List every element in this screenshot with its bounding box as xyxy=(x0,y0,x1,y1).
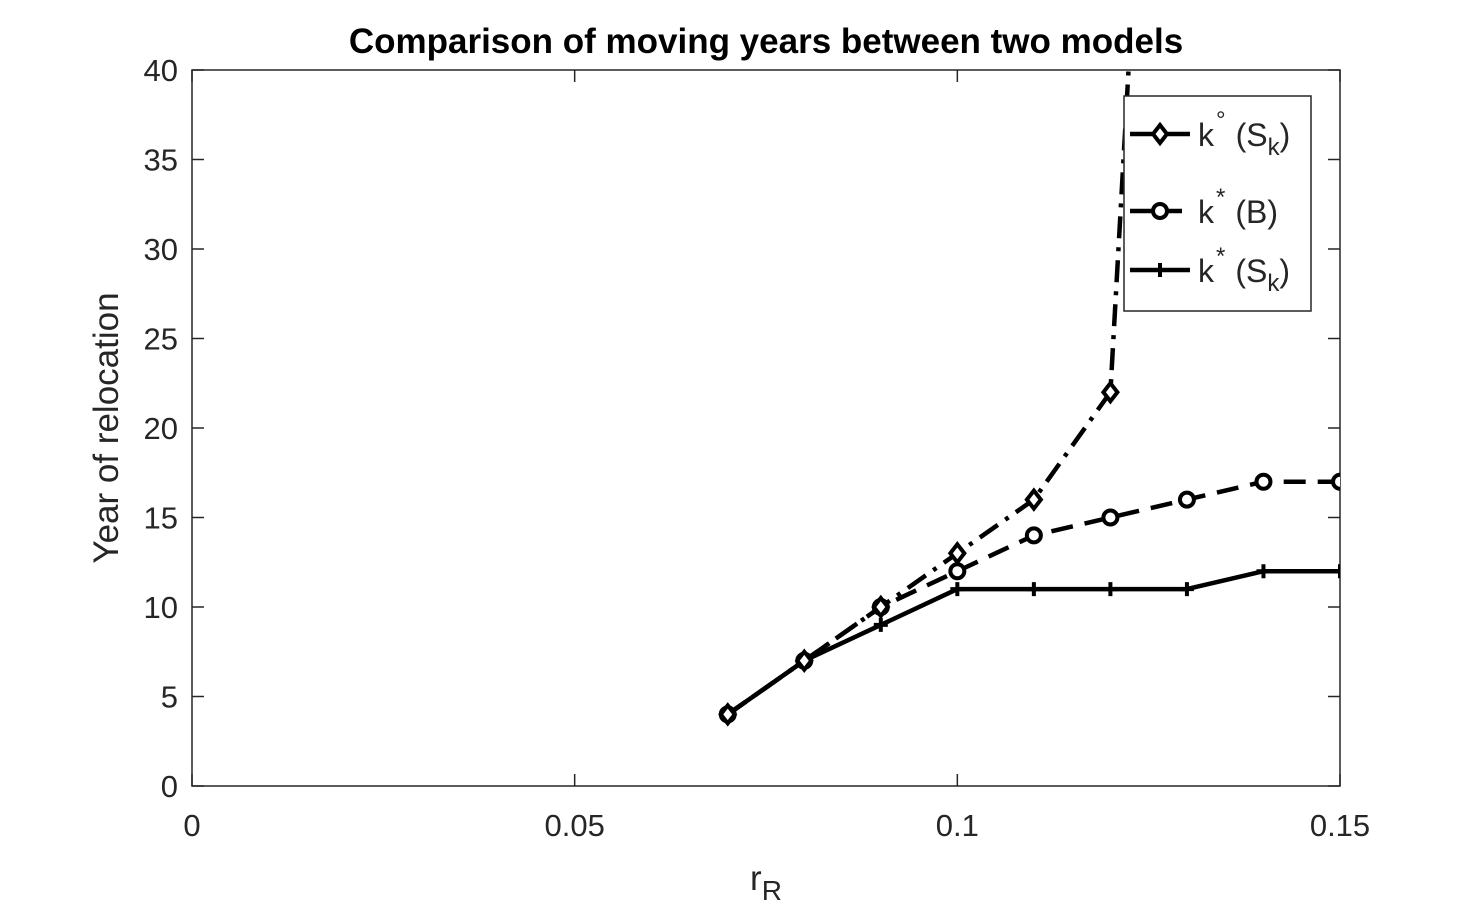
data-point-2-2 xyxy=(873,617,888,632)
x-axis: 0 0.05 0.1 0.15 xyxy=(183,70,1370,843)
x-tick-label: 0.05 xyxy=(544,808,604,843)
y-tick-label: 20 xyxy=(144,411,178,446)
x-axis-label: rR xyxy=(750,859,782,906)
chart-title: Comparison of moving years between two m… xyxy=(349,22,1183,61)
y-axis-label: Year of relocation xyxy=(87,292,126,563)
y-axis: 0 5 10 15 20 25 30 35 40 xyxy=(144,53,1340,804)
data-point-2-5 xyxy=(1103,582,1118,597)
y-tick-label: 40 xyxy=(144,53,178,88)
legend-marker-2 xyxy=(1153,263,1167,277)
data-point-0-4 xyxy=(1024,487,1044,512)
data-point-0-2 xyxy=(871,594,891,620)
legend-label-0: k° (Sk) xyxy=(1198,107,1290,161)
data-point-0-5 xyxy=(1100,379,1120,405)
data-point-2-4 xyxy=(1026,582,1041,597)
y-tick-label: 15 xyxy=(144,501,178,536)
series-group xyxy=(718,70,1340,727)
y-tick-label: 0 xyxy=(161,769,178,804)
data-point-1-8 xyxy=(1331,472,1340,491)
x-tick-label: 0.1 xyxy=(936,808,979,843)
data-point-1-7 xyxy=(1254,472,1273,491)
data-point-2-8 xyxy=(1333,564,1340,579)
x-tick-label: 0 xyxy=(183,808,200,843)
legend-label-1: k* (B) xyxy=(1198,184,1278,230)
legend: k° (Sk) k* (B) k* (Sk) xyxy=(1123,95,1312,312)
data-point-1-4 xyxy=(1024,526,1043,545)
y-tick-label: 5 xyxy=(161,680,178,715)
data-point-2-3 xyxy=(950,582,965,597)
data-point-2-6 xyxy=(1179,582,1194,597)
x-axis-label-sub: R xyxy=(762,875,782,906)
legend-marker-1 xyxy=(1151,202,1169,220)
legend-label-2: k* (Sk) xyxy=(1198,243,1290,297)
legend-items: k° (Sk) k* (B) k* (Sk) xyxy=(1130,107,1290,297)
y-tick-label: 30 xyxy=(144,232,178,267)
data-point-1-6 xyxy=(1177,490,1196,509)
data-point-2-7 xyxy=(1256,564,1271,579)
data-point-0-0 xyxy=(718,702,738,727)
data-point-0-1 xyxy=(794,648,814,673)
data-point-0-3 xyxy=(947,541,967,566)
x-tick-label: 0.15 xyxy=(1310,808,1370,843)
x-axis-label-main: r xyxy=(750,859,762,898)
series-0 xyxy=(718,70,1131,727)
data-point-1-3 xyxy=(948,562,967,581)
data-point-1-5 xyxy=(1101,508,1120,527)
legend-marker-0 xyxy=(1150,121,1170,147)
y-tick-label: 35 xyxy=(144,143,178,178)
y-tick-label: 10 xyxy=(144,590,178,625)
y-tick-label: 25 xyxy=(144,322,178,357)
